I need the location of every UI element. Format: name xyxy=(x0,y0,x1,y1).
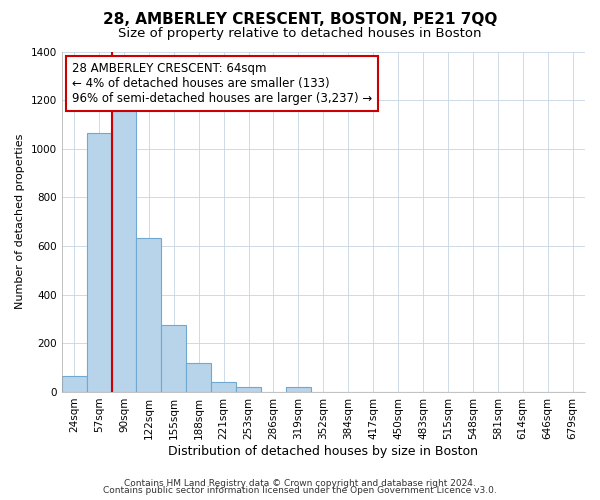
Text: 28, AMBERLEY CRESCENT, BOSTON, PE21 7QQ: 28, AMBERLEY CRESCENT, BOSTON, PE21 7QQ xyxy=(103,12,497,28)
Bar xyxy=(86,133,112,392)
Bar xyxy=(136,238,161,392)
Bar xyxy=(286,387,311,392)
Bar xyxy=(62,376,86,392)
Bar xyxy=(161,325,186,392)
Bar xyxy=(236,387,261,392)
Bar xyxy=(112,111,136,392)
Text: Contains HM Land Registry data © Crown copyright and database right 2024.: Contains HM Land Registry data © Crown c… xyxy=(124,478,476,488)
Y-axis label: Number of detached properties: Number of detached properties xyxy=(15,134,25,310)
X-axis label: Distribution of detached houses by size in Boston: Distribution of detached houses by size … xyxy=(169,444,478,458)
Bar xyxy=(186,363,211,392)
Text: Contains public sector information licensed under the Open Government Licence v3: Contains public sector information licen… xyxy=(103,486,497,495)
Text: Size of property relative to detached houses in Boston: Size of property relative to detached ho… xyxy=(118,28,482,40)
Text: 28 AMBERLEY CRESCENT: 64sqm
← 4% of detached houses are smaller (133)
96% of sem: 28 AMBERLEY CRESCENT: 64sqm ← 4% of deta… xyxy=(72,62,373,104)
Bar xyxy=(211,382,236,392)
